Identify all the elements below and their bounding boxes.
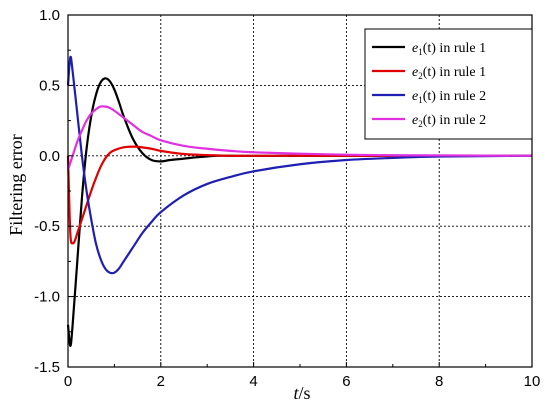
legend-var: e — [412, 89, 418, 104]
legend-subscript: 2 — [418, 71, 423, 81]
plot-series — [66, 55, 533, 347]
legend-var: e — [412, 113, 418, 128]
series-line-2 — [66, 145, 532, 245]
legend-label-2: e2(t) in rule 1 — [412, 65, 486, 81]
series-line-3 — [66, 55, 533, 275]
x-tick-labels: 0 2 4 6 8 10 — [64, 373, 541, 390]
x-tick-label: 6 — [342, 373, 350, 390]
y-tick-label: 1.0 — [39, 7, 60, 24]
legend-label-4: e2(t) in rule 2 — [412, 113, 486, 129]
y-tick-label: -1.5 — [34, 359, 60, 376]
x-axis-unit: /s — [299, 383, 311, 403]
x-tick-label: 0 — [64, 373, 72, 390]
y-tick-label: -0.5 — [34, 218, 60, 235]
legend-suffix: (t) in rule 2 — [423, 89, 486, 104]
x-tick-label: 4 — [249, 373, 257, 390]
series-line-4 — [66, 105, 533, 171]
legend-suffix: (t) in rule 1 — [423, 41, 486, 56]
legend-subscript: 1 — [418, 47, 423, 57]
y-tick-label: 0.0 — [39, 148, 60, 165]
legend-var: e — [412, 65, 418, 80]
x-tick-label: 8 — [435, 373, 443, 390]
legend-suffix: (t) in rule 2 — [423, 113, 486, 128]
legend-suffix: (t) in rule 1 — [423, 65, 486, 80]
y-tick-label: -1.0 — [34, 289, 60, 306]
y-tick-label: 0.5 — [39, 77, 60, 94]
x-tick-label: 10 — [524, 373, 541, 390]
y-axis-label: Filtering error — [6, 134, 26, 235]
legend: e1(t) in rule 1e2(t) in rule 1e1(t) in r… — [364, 28, 533, 140]
x-axis-label: t/s — [293, 383, 310, 403]
legend-subscript: 2 — [418, 119, 423, 129]
legend-subscript: 1 — [418, 95, 423, 105]
axis-ticks — [67, 14, 533, 368]
legend-var: e — [412, 41, 418, 56]
legend-label-3: e1(t) in rule 2 — [412, 89, 486, 105]
x-axis-variable: t — [293, 383, 299, 403]
x-tick-label: 2 — [157, 373, 165, 390]
legend-label-1: e1(t) in rule 1 — [412, 41, 486, 57]
y-tick-labels: 1.0 0.5 0.0 -0.5 -1.0 -1.5 — [34, 7, 60, 376]
